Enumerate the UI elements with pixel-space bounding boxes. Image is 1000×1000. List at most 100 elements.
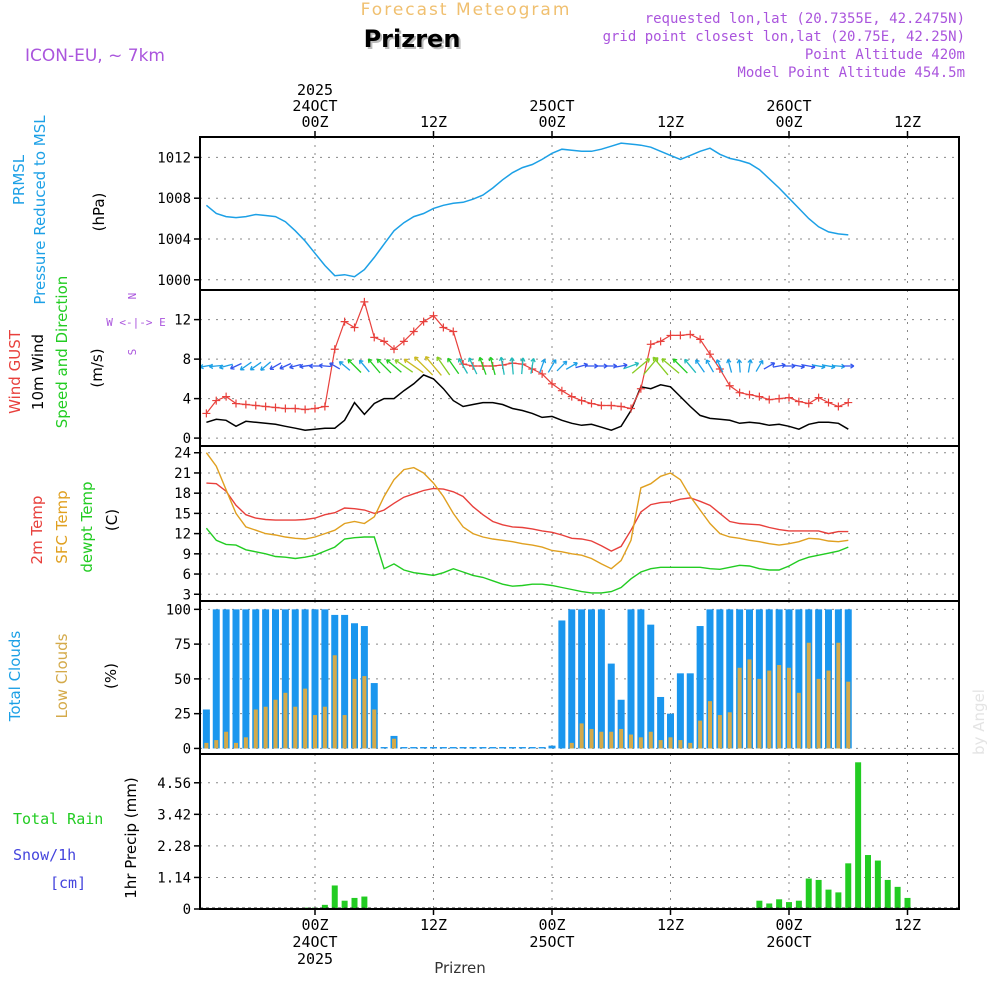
total-cloud-bar [400, 747, 408, 749]
total-cloud-bar [410, 747, 418, 749]
precip-bar [361, 896, 368, 909]
temperature-frame [199, 445, 960, 602]
wind-direction-arrow [219, 363, 233, 370]
total-cloud-bar [222, 609, 230, 749]
wind-10m-label: 10m Wind [29, 334, 47, 410]
gust-marker [390, 345, 398, 354]
wind-ytick-label: 8 [183, 352, 191, 368]
low-cloud-bar [332, 655, 337, 749]
bottom-tick-label: 00Z [775, 916, 802, 934]
gust-marker [370, 333, 379, 342]
wind-direction-arrow [376, 358, 392, 374]
total-cloud-bar [686, 673, 694, 749]
low-cloud-bar [767, 670, 772, 749]
gust-marker [725, 381, 734, 390]
location-title: Prizren [364, 25, 461, 53]
total-cloud-bar [795, 609, 803, 749]
total-cloud-bar [726, 609, 734, 749]
top-tick-label: 12Z [420, 113, 447, 131]
temperature-ytick-label: 9 [183, 547, 191, 563]
temperature-ytick-label: 3 [183, 587, 191, 603]
low-cloud-bar [609, 731, 614, 749]
total-cloud-bar [311, 609, 319, 749]
wind-direction-arrow [736, 359, 743, 373]
gust-marker [380, 337, 389, 346]
total-cloud-bar [657, 696, 665, 749]
precip-bar [341, 900, 348, 909]
low-cloud-bar [263, 706, 268, 749]
bottom-tick-label: 12Z [420, 916, 447, 934]
low-cloud-bar [806, 642, 811, 749]
low-cloud-bar [787, 667, 791, 749]
low-cloud-bar [224, 731, 229, 749]
precip-bar [855, 762, 862, 909]
low-cloud-bar [717, 715, 722, 749]
gust-marker [399, 337, 408, 346]
gust-marker [607, 401, 616, 410]
precip-bar [321, 904, 328, 909]
low-cloud-bar [392, 738, 396, 749]
temperature-ytick-label: 24 [174, 446, 191, 462]
footer-location: Prizren [434, 959, 486, 977]
pressure-ytick-label: 1008 [157, 191, 191, 207]
wind-direction-arrow [763, 362, 776, 370]
low-clouds-label: Low Clouds [53, 633, 71, 718]
wind-direction-arrow [385, 359, 402, 373]
wind-direction-arrow [239, 361, 252, 371]
gust-marker [706, 350, 714, 359]
gust-marker [804, 399, 813, 408]
wind-direction-arrow [547, 359, 557, 373]
wind-direction-arrow [705, 359, 715, 373]
low-cloud-bar [293, 706, 298, 749]
precip-bar [331, 885, 338, 909]
total-cloud-bar [479, 747, 487, 749]
low-cloud-bar [599, 731, 604, 749]
low-cloud-bar [747, 659, 752, 749]
top-tick-label: 12Z [894, 113, 921, 131]
gust-marker [311, 404, 319, 413]
precip-bar [756, 900, 763, 909]
gust-marker [419, 317, 428, 326]
gust-marker [646, 340, 655, 349]
requested-coords: requested lon,lat (20.7355E, 42.2475N) [645, 11, 965, 27]
wind-direction-arrow [299, 363, 311, 369]
total-cloud-bar [706, 609, 714, 749]
total-cloud-bar [281, 609, 289, 749]
bottom-tick-label: 26OCT [766, 933, 811, 951]
precip-bar [904, 897, 911, 909]
total-cloud-bar [538, 747, 546, 749]
bottom-tick-label: 12Z [657, 916, 684, 934]
top-tick-label: 2025 [297, 81, 333, 99]
wind-direction-arrow [661, 358, 680, 374]
wind-direction-arrow [595, 363, 608, 369]
precip-bar [884, 879, 891, 909]
low-cloud-bar [698, 720, 703, 749]
temperature-panel: 2m Temp SFC Temp dewpt Temp (C) 3 6 9 12 15 1… [28, 445, 960, 603]
precip-ytick-label: 2.28 [157, 839, 191, 855]
compass-n: N [126, 293, 139, 300]
wind-direction-arrow [424, 355, 442, 376]
gust-marker [251, 401, 260, 410]
gust-marker [686, 330, 695, 339]
bottom-tick-label: 2025 [297, 950, 333, 968]
total-cloud-bar [262, 609, 270, 749]
total-clouds-label: Total Clouds [6, 631, 24, 723]
bottom-tick-label: 00Z [538, 916, 565, 934]
precip-ytick-label: 3.42 [157, 807, 191, 823]
wind-direction-arrow [715, 359, 724, 373]
precip-unit: 1hr Precip (mm) [122, 777, 140, 898]
total-cloud-bar [528, 747, 536, 749]
low-cloud-bar [648, 731, 653, 749]
gust-marker [291, 404, 300, 413]
gust-marker [557, 386, 566, 395]
gust-marker [241, 400, 250, 409]
precip-bar [776, 899, 783, 909]
wind-direction-arrow [318, 363, 331, 369]
wind-direction-arrow [793, 363, 805, 370]
low-cloud-bar [352, 678, 357, 749]
bottom-tick-label: 24OCT [292, 933, 337, 951]
low-cloud-bar [727, 712, 732, 749]
temperature-ytick-label: 6 [183, 567, 191, 583]
total-cloud-bar [518, 747, 526, 749]
